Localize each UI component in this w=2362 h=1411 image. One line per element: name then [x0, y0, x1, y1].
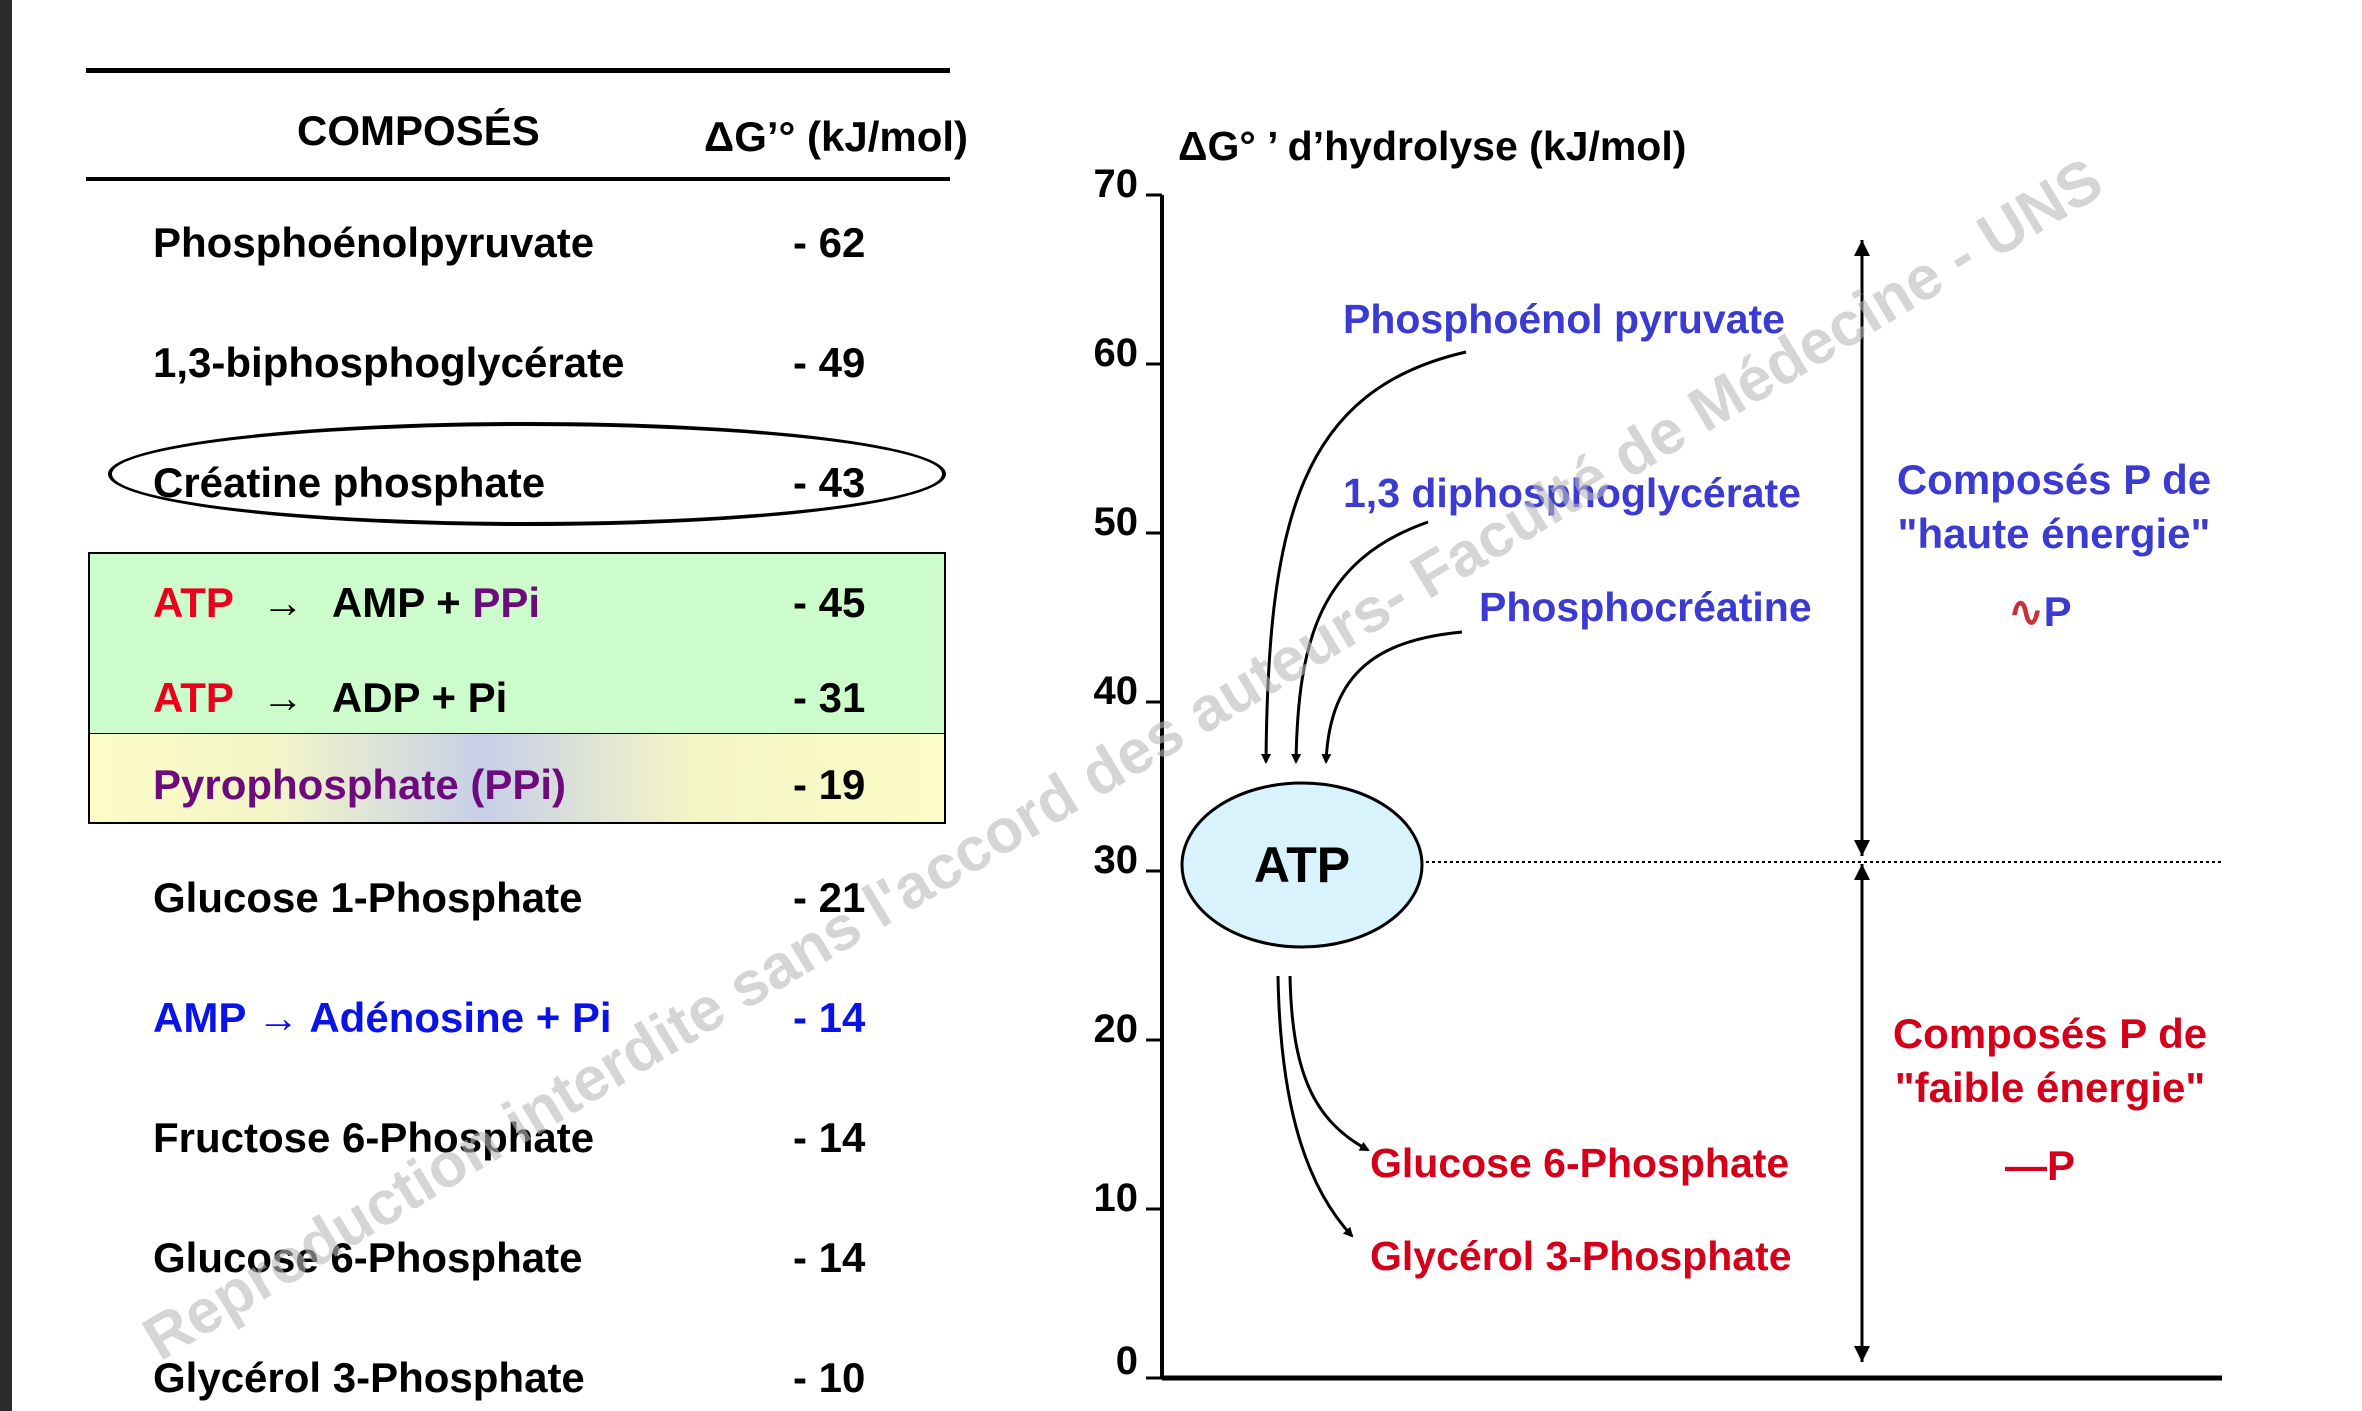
table-row-value: - 45 [793, 579, 866, 626]
table-row-value: - 31 [793, 674, 866, 721]
table-row-name: Glucose 1-Phosphate [153, 874, 583, 921]
atp-label: ATP [153, 579, 234, 626]
arrow-atp-to-g6p [1288, 975, 1370, 1152]
table-row-value: - 14 [793, 1234, 866, 1281]
low-group-line2: "faible énergie" [1895, 1064, 2206, 1111]
table-row-atp-amp: ATP → AMP + PPi [153, 582, 540, 624]
arrow-pep-to-atp [1261, 350, 1467, 764]
y-tick-label: 10 [1094, 1176, 1139, 1220]
atp-ellipse [1180, 781, 1424, 949]
y-ticks: 70 60 50 40 30 20 10 0 [1094, 162, 1162, 1383]
low-compound-label: Glucose 6-Phosphate [1370, 1140, 1789, 1186]
products-label: ADP + Pi [331, 674, 508, 721]
y-tick-label: 20 [1094, 1007, 1139, 1051]
high-compound-label: Phosphoénol pyruvate [1343, 296, 1785, 342]
arrowhead-down-icon [1854, 1346, 1870, 1362]
products-label: AMP + [331, 579, 473, 626]
low-group-line1: Composés P de [1893, 1010, 2207, 1057]
high-energy-symbol: ∿P [2008, 588, 2071, 635]
pyrophosphate-highlight [88, 733, 946, 824]
reaction-arrow-icon: → [261, 674, 304, 721]
table-row-value: - 10 [793, 1354, 866, 1401]
y-tick-label: 30 [1094, 838, 1139, 882]
phosphate-p: P [2044, 588, 2072, 635]
table-row-name: Créatine phosphate [153, 459, 546, 506]
table-top-rule [86, 68, 950, 73]
y-tick-label: 70 [1094, 162, 1139, 206]
table-row-value: - 49 [793, 339, 866, 386]
atp-label: ATP [1254, 837, 1350, 893]
tilde-icon: ∿ [2008, 588, 2043, 635]
low-compound-label: Glycérol 3-Phosphate [1370, 1233, 1792, 1279]
table-row-name: Fructose 6-Phosphate [153, 1114, 595, 1161]
arrowhead-up-icon [1854, 240, 1870, 256]
table-row-name: Glycérol 3-Phosphate [153, 1354, 585, 1401]
arrow-bpg-to-atp [1291, 520, 1429, 764]
y-tick-label: 0 [1116, 1339, 1138, 1383]
window-edge [0, 0, 12, 1411]
phosphate-p: P [2047, 1142, 2075, 1189]
arrow-pcr-to-atp [1321, 630, 1463, 764]
table-row-value: - 14 [793, 1114, 866, 1161]
header-delta-g: ΔG’° (kJ/mol) [704, 113, 969, 160]
table-row-atp-adp: ATP → ADP + Pi [153, 677, 507, 719]
table-row-name: Pyrophosphate (PPi) [153, 761, 567, 808]
table-row-name: Phosphoénolpyruvate [153, 219, 595, 266]
arrowhead-up-icon [1854, 864, 1870, 880]
table-row-value: - 19 [793, 761, 866, 808]
y-tick-label: 40 [1094, 669, 1139, 713]
table-row-value: - 14 [793, 994, 866, 1041]
axis-title: ΔG° ’ d’hydrolyse (kJ/mol) [1178, 123, 1686, 169]
high-compound-label: Phosphocréatine [1479, 584, 1812, 630]
creatine-phosphate-circle [108, 422, 946, 526]
atp-label: ATP [153, 674, 234, 721]
y-tick-label: 50 [1094, 500, 1139, 544]
ppi-label: PPi [472, 579, 541, 626]
table-row-name: Glucose 6-Phosphate [153, 1234, 583, 1281]
high-compound-label: 1,3 diphosphoglycérate [1343, 470, 1801, 516]
table-row-name: 1,3-biphosphoglycérate [153, 339, 625, 386]
dash-icon: — [2005, 1142, 2047, 1189]
table-header-rule [86, 177, 950, 181]
arrowhead-down-icon [1854, 840, 1870, 856]
y-tick-label: 60 [1094, 331, 1139, 375]
high-group-line1: Composés P de [1897, 456, 2211, 503]
arrow-atp-to-g3p [1276, 975, 1354, 1238]
high-group-line2: "haute énergie" [1898, 510, 2211, 557]
atp-hydrolysis-highlight [88, 552, 946, 737]
reaction-arrow-icon: → [261, 579, 304, 626]
table-row-value: - 43 [793, 459, 866, 506]
low-energy-symbol: —P [2005, 1142, 2075, 1189]
table-row-value: - 21 [793, 874, 866, 921]
header-compounds: COMPOSÉS [297, 107, 540, 154]
table-row-name: AMP → Adénosine + Pi [153, 994, 612, 1041]
table-row-value: - 62 [793, 219, 866, 266]
